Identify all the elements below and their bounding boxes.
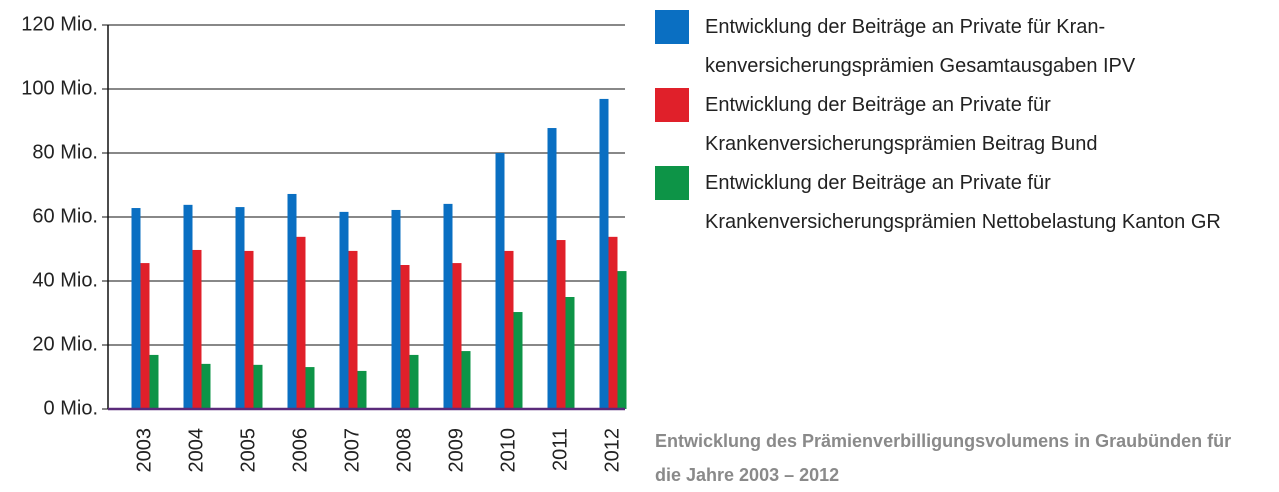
- bar: [599, 98, 609, 410]
- y-tick-label: 20 Mio.: [32, 333, 98, 355]
- x-tick-label: 2010: [497, 428, 519, 473]
- bar: [357, 370, 367, 409]
- bar: [253, 364, 263, 409]
- y-tick-label: 120 Mio.: [21, 13, 98, 35]
- bar: [244, 250, 254, 409]
- y-tick-label: 80 Mio.: [32, 141, 98, 163]
- legend-label: Entwicklung der Beiträge an Private für …: [705, 172, 1221, 233]
- bar: [339, 211, 349, 409]
- bar: [305, 367, 315, 409]
- legend-label: Entwicklung der Beiträge an Private für …: [705, 16, 1136, 77]
- legend: Entwicklung der Beiträge an Private für …: [655, 8, 1275, 242]
- bar: [443, 203, 453, 409]
- y-tick-label: 40 Mio.: [32, 269, 98, 291]
- chart-title: Entwicklung des Prämienverbilligungsvolu…: [655, 431, 1232, 485]
- bar: [565, 297, 575, 409]
- legend-swatch: [655, 88, 689, 122]
- bar: [452, 263, 462, 409]
- bar: [131, 208, 141, 409]
- bar: [400, 265, 410, 409]
- x-tick-label: 2012: [601, 428, 623, 473]
- legend-item: Entwicklung der Beiträge an Private für …: [655, 86, 1275, 164]
- bar: [391, 209, 401, 409]
- y-tick-label: 60 Mio.: [32, 205, 98, 227]
- bar: [296, 236, 306, 409]
- bar: [287, 193, 297, 409]
- legend-item: Entwicklung der Beiträge an Private für …: [655, 8, 1275, 86]
- x-tick-label: 2011: [549, 428, 571, 471]
- bar: [617, 271, 627, 409]
- bar: [149, 354, 159, 409]
- bar: [235, 207, 245, 409]
- bar: [409, 354, 419, 409]
- y-tick-label: 100 Mio.: [21, 77, 98, 99]
- bar: [504, 250, 514, 409]
- x-tick-label: 2003: [133, 428, 155, 473]
- bar: [183, 204, 193, 409]
- x-tick-label: 2004: [185, 428, 207, 473]
- x-tick-label: 2006: [289, 428, 311, 473]
- legend-label: Entwicklung der Beiträge an Private für …: [705, 94, 1098, 155]
- y-tick-label: 0 Mio.: [44, 397, 98, 419]
- legend-swatch: [655, 10, 689, 44]
- bar: [556, 240, 566, 409]
- legend-swatch: [655, 166, 689, 200]
- bar: [348, 250, 358, 409]
- chart: 0 Mio. 20 Mio. 40 Mio. 60 Mio. 80 Mio. 100 Mi…: [21, 13, 627, 473]
- bar: [140, 263, 150, 409]
- bar: [608, 236, 618, 409]
- bar: [513, 312, 523, 409]
- bar: [461, 351, 471, 409]
- legend-item: Entwicklung der Beiträge an Private für …: [655, 164, 1275, 242]
- bar: [201, 363, 211, 409]
- x-tick-label: 2005: [237, 428, 259, 473]
- bar: [495, 153, 505, 409]
- x-tick-label: 2008: [393, 428, 415, 473]
- bar: [547, 128, 557, 410]
- bar: [192, 249, 202, 409]
- x-tick-label: 2009: [445, 428, 467, 473]
- x-tick-label: 2007: [341, 428, 363, 473]
